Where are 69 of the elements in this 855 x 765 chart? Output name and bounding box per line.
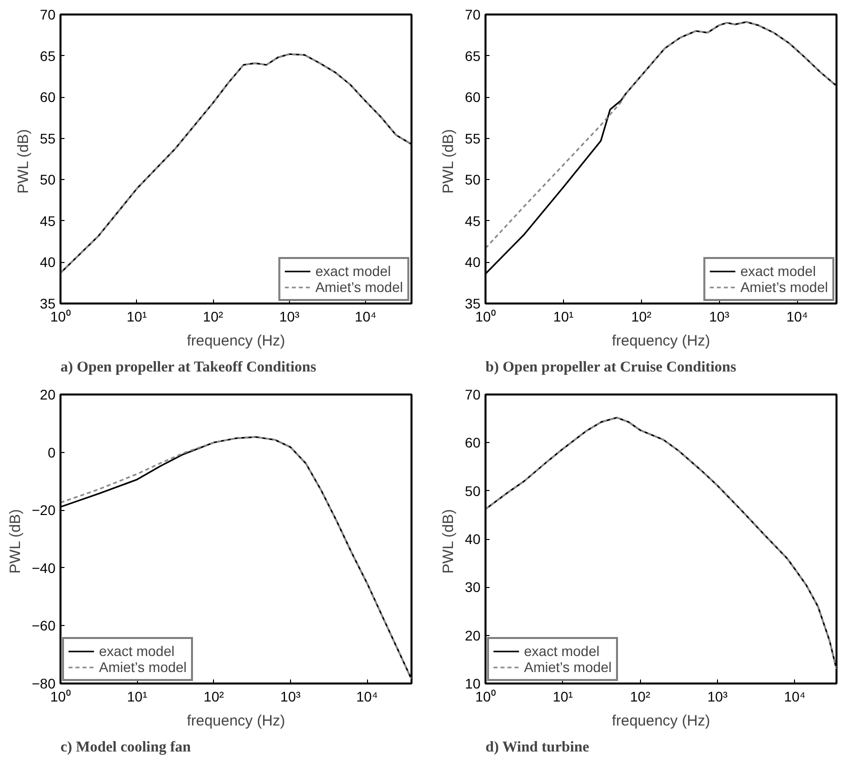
x-tick-label: 10³ — [707, 688, 728, 704]
x-axis-title: frequency (Hz) — [612, 332, 710, 350]
y-tick-label: 35 — [40, 296, 56, 312]
text: c) Model cooling fan — [60, 740, 192, 756]
y-tick-label: 10 — [464, 676, 481, 692]
x-tick-label: 10³ — [280, 688, 301, 704]
y-tick-label: 50 — [464, 482, 481, 499]
y-tick-label: 60 — [464, 89, 481, 106]
legend-label: exact model — [740, 263, 816, 279]
x-tick-label: 10⁰ — [475, 308, 496, 324]
y-axis-title: PWL (dB) — [440, 129, 457, 194]
y-tick-label: −60 — [32, 618, 56, 634]
x-tick-label: 10¹ — [126, 308, 148, 324]
x-tick-label: 10³ — [709, 308, 730, 324]
text: b) Open propeller at Cruise Conditions — [486, 360, 736, 376]
legend-label: Amiet’s model — [524, 659, 612, 675]
x-tick-label: 10⁴ — [356, 688, 378, 704]
x-tick-label: 10³ — [279, 308, 300, 324]
y-tick-label: 65 — [464, 48, 481, 64]
y-tick-label: 60 — [40, 89, 56, 106]
legend-label: Amiet’s model — [740, 279, 828, 295]
x-tick-label: 10⁰ — [50, 308, 71, 324]
x-tick-label: 10² — [204, 688, 224, 704]
y-tick-label: 0 — [48, 444, 56, 460]
legend-label: exact model — [524, 643, 600, 659]
y-tick-label: 70 — [464, 6, 481, 22]
x-tick-label: 10² — [630, 688, 651, 704]
y-tick-label: 40 — [464, 531, 481, 547]
y-tick-label: −80 — [32, 676, 56, 692]
x-tick-label: 10⁰ — [475, 688, 496, 704]
y-tick-label: 50 — [40, 172, 56, 188]
x-tick-label: 10⁴ — [784, 688, 806, 704]
x-tick-label: 10⁰ — [50, 688, 71, 704]
y-tick-label: 60 — [464, 434, 481, 451]
y-tick-label: 65 — [40, 48, 56, 64]
y-tick-label: 50 — [464, 172, 481, 188]
y-tick-label: 35 — [464, 296, 481, 312]
y-tick-label: 55 — [40, 130, 56, 146]
legend-label: Amiet’s model — [315, 279, 403, 295]
y-tick-label: 45 — [40, 212, 56, 229]
y-axis-title: PWL (dB) — [14, 129, 32, 194]
y-tick-label: 30 — [464, 579, 481, 596]
x-tick-label: 10¹ — [552, 688, 574, 704]
y-tick-label: 70 — [464, 386, 481, 402]
y-axis-title: PWL (dB) — [440, 509, 457, 574]
x-tick-label: 10² — [202, 308, 224, 324]
y-tick-label: 70 — [40, 6, 56, 22]
y-tick-label: 45 — [464, 212, 481, 229]
x-tick-label: 10² — [631, 308, 652, 324]
y-tick-label: 55 — [464, 130, 481, 146]
text: d) Wind turbine — [486, 740, 590, 756]
y-tick-label: 40 — [464, 254, 481, 270]
x-axis-title: frequency (Hz) — [186, 712, 286, 730]
x-axis-title: frequency (Hz) — [186, 332, 286, 350]
x-tick-label: 10⁴ — [786, 308, 808, 324]
legend-label: exact model — [315, 263, 391, 279]
y-tick-label: −20 — [32, 502, 56, 518]
y-axis-title: PWL (dB) — [6, 509, 24, 574]
legend-label: exact model — [99, 643, 174, 659]
y-tick-label: 20 — [40, 386, 56, 402]
y-tick-label: −40 — [32, 560, 56, 576]
x-axis-title: frequency (Hz) — [612, 712, 710, 730]
legend-label: Amiet’s model — [99, 659, 187, 675]
y-tick-label: 20 — [464, 627, 481, 644]
y-tick-label: 40 — [40, 254, 56, 270]
x-tick-label: 10¹ — [553, 308, 574, 324]
text: a) Open propeller at Takeoff Conditions — [60, 360, 316, 376]
x-tick-label: 10¹ — [127, 688, 148, 704]
x-tick-label: 10⁴ — [354, 308, 376, 324]
